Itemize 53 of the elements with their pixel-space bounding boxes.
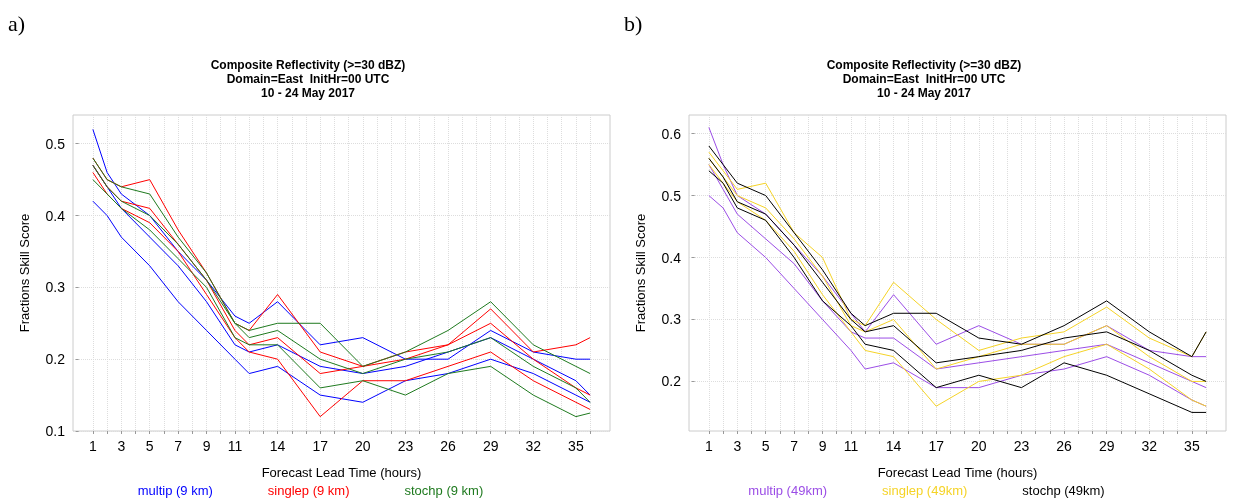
x-tick-label: 17 xyxy=(928,438,945,454)
y-tick-label: 0.5 xyxy=(45,135,66,152)
x-tick-label: 23 xyxy=(397,438,414,454)
text: multip (49km) xyxy=(748,483,828,498)
y-tick-label: 0.4 xyxy=(45,207,66,224)
x-axis-title: Forecast Lead Time (hours) xyxy=(877,465,1038,480)
y-axis-title: Fractions Skill Score xyxy=(17,213,32,333)
x-tick-label: 17 xyxy=(312,438,329,454)
x-tick-label: 3 xyxy=(733,438,742,454)
x-tick-label: 35 xyxy=(1184,438,1200,454)
x-tick-label: 20 xyxy=(971,438,987,454)
text: stochp (49km) xyxy=(1022,483,1105,498)
x-tick-label: 23 xyxy=(1013,438,1030,454)
x-tick-label: 5 xyxy=(145,438,154,454)
text: singlep (49km) xyxy=(882,483,968,498)
x-tick-label: 3 xyxy=(117,438,126,454)
x-tick-label: 32 xyxy=(1141,438,1158,454)
x-tick-label: 1 xyxy=(88,438,97,454)
y-tick-label: 0.2 xyxy=(661,373,682,390)
x-tick-label: 9 xyxy=(818,438,827,454)
x-tick-label: 14 xyxy=(269,438,286,454)
x-tick-label: 26 xyxy=(440,438,457,454)
y-tick-label: 0.5 xyxy=(661,187,682,204)
x-axis-title: Forecast Lead Time (hours) xyxy=(261,465,422,480)
x-tick-label: 9 xyxy=(202,438,211,454)
line-series xyxy=(92,200,591,403)
y-tick-label: 0.4 xyxy=(661,249,682,266)
x-tick-label: 1 xyxy=(704,438,713,454)
text: multip (9 km) xyxy=(137,483,213,498)
x-tick-label: 29 xyxy=(482,438,499,454)
text: stochp (9 km) xyxy=(404,483,484,498)
y-tick-label: 0.2 xyxy=(45,351,66,368)
x-tick-label: 7 xyxy=(790,438,799,454)
text: b) xyxy=(624,10,643,36)
x-tick-label: 11 xyxy=(843,438,859,454)
x-tick-label: 7 xyxy=(174,438,183,454)
y-tick-label: 0.3 xyxy=(45,279,66,296)
x-tick-label: 14 xyxy=(885,438,902,454)
x-tick-label: 35 xyxy=(568,438,584,454)
x-tick-label: 32 xyxy=(525,438,542,454)
x-tick-label: 20 xyxy=(355,438,371,454)
chart-title: Composite Reflectivity (>=30 dBZ) Domain=East InitHr=00 UTC 10 - 24 May 2017 xyxy=(826,58,1022,100)
chart-title: Composite Reflectivity (>=30 dBZ) Domain=East InitHr=00 UTC 10 - 24 May 2017 xyxy=(210,58,406,100)
x-tick-label: 29 xyxy=(1098,438,1115,454)
y-tick-label: 0.6 xyxy=(661,125,682,142)
x-tick-label: 5 xyxy=(761,438,770,454)
x-tick-label: 26 xyxy=(1056,438,1073,454)
y-tick-label: 0.1 xyxy=(45,423,66,439)
y-axis-title: Fractions Skill Score xyxy=(633,213,648,333)
text: singlep (9 km) xyxy=(267,483,350,498)
y-tick-label: 0.3 xyxy=(661,311,682,328)
x-tick-label: 11 xyxy=(227,438,243,454)
text: a) xyxy=(8,10,26,36)
